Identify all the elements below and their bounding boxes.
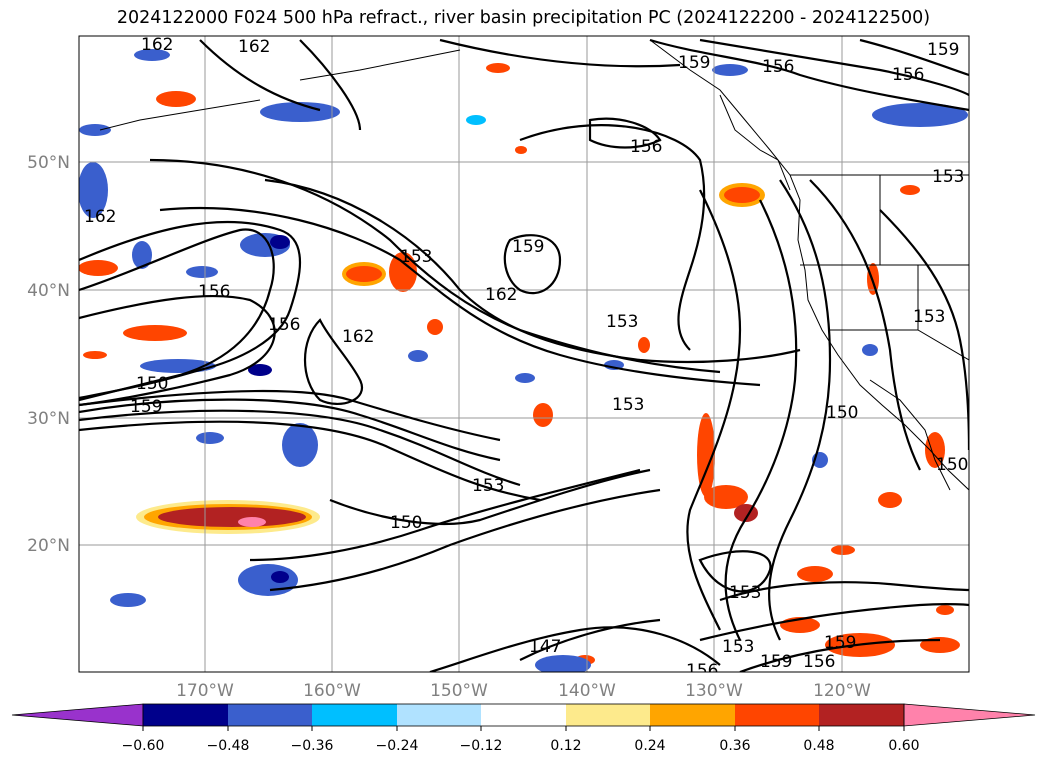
contour-label: 159 — [512, 237, 544, 257]
colorbar-segment — [735, 704, 819, 726]
contour-label: 153 — [932, 167, 964, 187]
contour-label: 162 — [485, 285, 517, 305]
contour-label: 159 — [130, 397, 162, 417]
contour-labels: 162 162 159 156 156 159 156 162 153 153 … — [84, 35, 968, 681]
colorbar-tick-label: 0.24 — [634, 738, 665, 754]
contour-label: 159 — [678, 53, 710, 73]
contour-label: 150 — [390, 513, 422, 533]
contour-label: 162 — [84, 207, 116, 227]
contour-label: 156 — [630, 137, 662, 157]
lat-label-20n: 20°N — [27, 536, 70, 556]
contour-label: 156 — [686, 661, 718, 681]
colorbar-tick-label: 0.48 — [803, 738, 834, 754]
contour-label: 150 — [136, 374, 168, 394]
colorbar-segment — [397, 704, 481, 726]
lat-label-40n: 40°N — [27, 281, 70, 301]
colorbar-tick-label: −0.48 — [207, 738, 250, 754]
lon-label-120w: 120°W — [813, 681, 871, 701]
contour-label: 153 — [722, 637, 754, 657]
contour-label: 153 — [729, 583, 761, 603]
colorbar-segment — [312, 704, 397, 726]
contour-label: 156 — [803, 652, 835, 672]
lat-label-50n: 50°N — [27, 153, 70, 173]
colorbar-tick-label: −0.36 — [291, 738, 334, 754]
contour-label: 153 — [400, 247, 432, 267]
colorbar-segment — [566, 704, 650, 726]
contour-label: 159 — [927, 40, 959, 60]
contour-label: 147 — [529, 637, 561, 657]
contour-label: 150 — [936, 455, 968, 475]
map-panel: 162 162 159 156 156 159 156 162 153 153 … — [78, 35, 970, 681]
lon-label-130w: 130°W — [685, 681, 743, 701]
contour-label: 162 — [342, 327, 374, 347]
contour-label: 156 — [762, 57, 794, 77]
colorbar-tick-label: −0.24 — [376, 738, 419, 754]
coastline — [99, 39, 969, 491]
contour-label: 162 — [238, 37, 270, 57]
colorbar-tick-label: 0.12 — [550, 738, 581, 754]
contour-label: 162 — [141, 35, 173, 55]
contour-label: 156 — [892, 65, 924, 85]
longitude-labels: 170°W 160°W 150°W 140°W 130°W 120°W — [176, 681, 871, 701]
lon-label-140w: 140°W — [558, 681, 616, 701]
contour-label: 153 — [612, 395, 644, 415]
map-background — [79, 36, 969, 672]
colorbar-segment — [819, 704, 904, 726]
latitude-labels: 50°N 40°N 30°N 20°N — [27, 153, 70, 556]
contour-label: 153 — [606, 312, 638, 332]
colorbar-segment — [481, 704, 566, 726]
contour-label: 150 — [826, 403, 858, 423]
colorbar-segment — [650, 704, 735, 726]
gridlines — [79, 36, 969, 672]
colorbar-tick-label: 0.36 — [719, 738, 750, 754]
contour-label: 153 — [913, 307, 945, 327]
colorbar-frame — [142, 703, 905, 727]
contour-label: 159 — [760, 652, 792, 672]
colorbar-tick-label: −0.60 — [122, 738, 165, 754]
colorbar-extend-right — [903, 703, 1036, 727]
colorbar-tick-label: −0.12 — [460, 738, 503, 754]
contour-label: 153 — [472, 476, 504, 496]
colorbar: −0.60 −0.48 −0.36 −0.24 −0.12 0.12 0.24 … — [11, 703, 1036, 754]
lon-label-150w: 150°W — [430, 681, 488, 701]
lon-label-170w: 170°W — [176, 681, 234, 701]
contour-label: 156 — [268, 315, 300, 335]
map-frame — [78, 35, 970, 673]
contour-label: 156 — [198, 282, 230, 302]
colorbar-segment — [143, 704, 228, 726]
map-title: 2024122000 F024 500 hPa refract., river … — [116, 8, 931, 28]
height-contours — [79, 38, 969, 672]
colorbar-tick-label: 0.60 — [888, 738, 919, 754]
contour-label: 159 — [824, 633, 856, 653]
colorbar-segment — [228, 704, 312, 726]
colorbar-extend-left — [11, 703, 144, 727]
lon-label-160w: 160°W — [303, 681, 361, 701]
colorbar-ticks — [142, 726, 905, 731]
lat-label-30n: 30°N — [27, 409, 70, 429]
